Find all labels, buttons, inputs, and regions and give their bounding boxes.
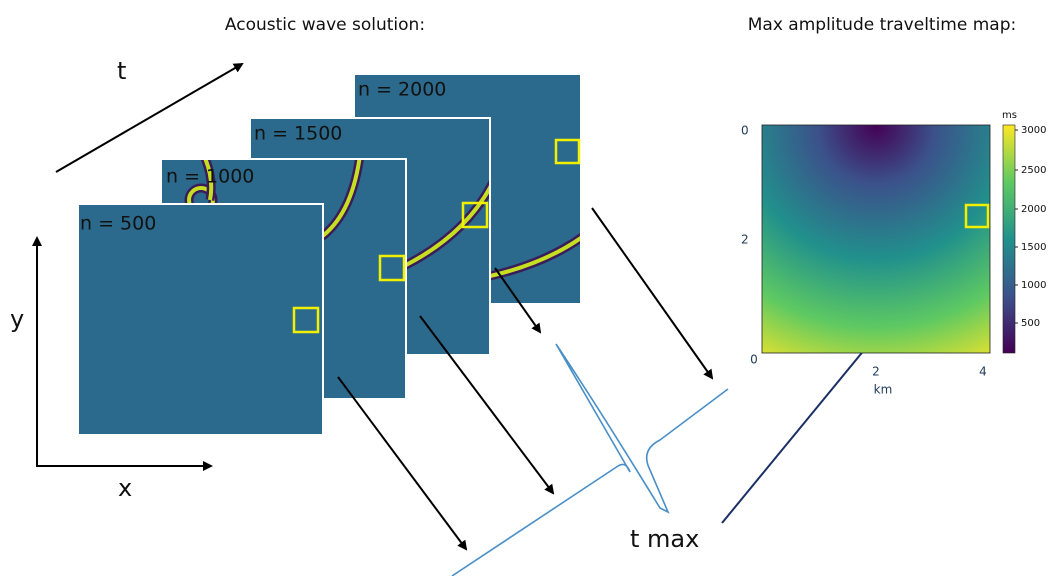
colorbar bbox=[1003, 125, 1015, 353]
y-label: y bbox=[10, 305, 24, 333]
frame-label: n = 1000 bbox=[166, 166, 254, 188]
t-label: t bbox=[117, 57, 126, 85]
arrow bbox=[338, 377, 466, 549]
arrow bbox=[592, 208, 712, 378]
x-tick-label: 4 bbox=[979, 365, 987, 379]
colorbar-tick-label: 500 bbox=[1021, 318, 1040, 329]
colorbar-tick-label: 2000 bbox=[1021, 204, 1046, 215]
colorbar-tick-label: 1000 bbox=[1021, 280, 1046, 291]
t-arrow bbox=[56, 64, 242, 172]
x-label: x bbox=[118, 474, 132, 502]
x-tick-label: 2 bbox=[872, 365, 880, 379]
y-tick-label: 2 bbox=[741, 233, 749, 247]
x-unit: km bbox=[874, 383, 893, 397]
left-title: Acoustic wave solution: bbox=[225, 15, 425, 35]
frame-label: n = 2000 bbox=[358, 79, 446, 101]
tmax-label: t max bbox=[630, 525, 699, 553]
frame-label: n = 500 bbox=[80, 213, 156, 235]
y-tick-label: 0 bbox=[741, 124, 749, 138]
colorbar-ticks: 3000 2500 2000 1500 1000 500 bbox=[1015, 125, 1046, 329]
right-title: Max amplitude traveltime map: bbox=[748, 15, 1016, 35]
colorbar-tick-label: 2500 bbox=[1021, 165, 1046, 176]
diagram: Acoustic wave solution: Max amplitude tr… bbox=[0, 0, 1060, 576]
frame-label: n = 1500 bbox=[254, 123, 342, 145]
frame bbox=[79, 205, 322, 434]
traveltime-map bbox=[762, 125, 990, 353]
x-tick-label: 0 bbox=[750, 353, 758, 367]
colorbar-tick-label: 1500 bbox=[1021, 242, 1046, 253]
colorbar-tick-label: 3000 bbox=[1021, 125, 1046, 136]
colorbar-unit: ms bbox=[1002, 110, 1017, 121]
